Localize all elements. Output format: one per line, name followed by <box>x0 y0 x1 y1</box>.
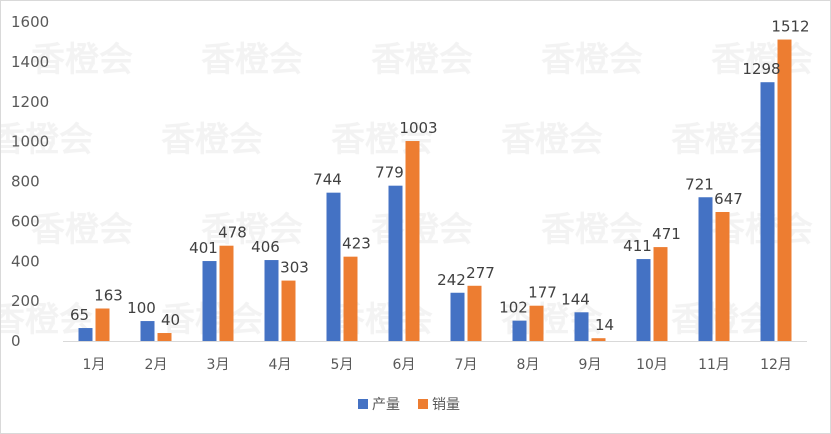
x-tick-label: 4月 <box>269 357 292 373</box>
bar-production <box>636 259 651 341</box>
bar-production <box>760 82 775 342</box>
watermark-mark: 香橙会 <box>371 40 473 80</box>
bar-sales <box>281 280 296 341</box>
data-label: 65 <box>70 306 89 324</box>
bar-sales <box>157 333 172 341</box>
data-label: 647 <box>714 190 743 208</box>
data-label: 478 <box>218 224 247 242</box>
data-label: 40 <box>161 311 180 329</box>
bar-production <box>512 320 527 341</box>
bar-sales <box>467 285 482 341</box>
data-label: 471 <box>652 225 681 243</box>
y-tick-label: 1000 <box>11 133 49 151</box>
data-label: 177 <box>528 284 557 302</box>
data-label: 744 <box>313 171 342 189</box>
watermark-mark: 香橙会 <box>671 120 773 160</box>
legend-label: 产量 <box>372 397 400 413</box>
data-label: 163 <box>94 287 123 305</box>
bar-sales <box>777 39 792 342</box>
x-tick-label: 8月 <box>517 357 540 373</box>
data-label: 277 <box>466 264 495 282</box>
data-label: 721 <box>685 175 714 193</box>
watermark-mark: 香橙会 <box>201 210 303 250</box>
y-tick-label: 1600 <box>11 13 49 31</box>
bar-production <box>574 312 589 341</box>
data-label: 144 <box>561 290 590 308</box>
bars <box>78 39 792 342</box>
x-tick-label: 11月 <box>698 357 730 373</box>
y-tick-label: 800 <box>11 173 40 191</box>
data-label: 406 <box>251 238 280 256</box>
bar-production <box>140 321 155 341</box>
legend-swatch <box>358 399 368 409</box>
bar-sales <box>343 256 358 341</box>
x-tick-label: 3月 <box>207 357 230 373</box>
watermark-mark: 香橙会 <box>371 210 473 250</box>
data-label: 242 <box>437 271 466 289</box>
data-label: 1003 <box>399 119 437 137</box>
watermark-mark: 香橙会 <box>31 210 133 250</box>
watermark-mark: 香橙会 <box>161 120 263 160</box>
bar-production <box>326 192 341 341</box>
y-axis: 0 200 400 600 800 1000 1200 1400 1600 <box>11 13 49 350</box>
data-label: 100 <box>127 299 156 317</box>
bar-production <box>264 260 279 341</box>
y-tick-label: 1400 <box>11 53 49 71</box>
y-tick-label: 0 <box>11 332 21 350</box>
bar-sales <box>591 338 606 341</box>
watermark-mark: 香橙会 <box>501 120 603 160</box>
bar-sales <box>405 141 420 341</box>
y-tick-label: 1200 <box>11 93 49 111</box>
watermark-mark: 香橙会 <box>541 210 643 250</box>
watermark-mark: 香橙会 <box>31 40 133 80</box>
watermark: 香橙会香橙会香橙会香橙会香橙会香橙会香橙会香橙会香橙会香橙会香橙会香橙会香橙会香… <box>1 40 813 340</box>
bar-sales <box>219 245 234 341</box>
bar-production <box>78 328 93 341</box>
data-label: 423 <box>342 235 371 253</box>
x-tick-label: 1月 <box>83 357 106 373</box>
bar-production <box>202 261 217 341</box>
bar-sales <box>95 308 110 341</box>
y-tick-label: 600 <box>11 212 40 230</box>
data-label: 1512 <box>771 18 809 36</box>
bar-production <box>698 197 713 341</box>
x-tick-label: 6月 <box>393 357 416 373</box>
data-label: 779 <box>375 164 404 182</box>
watermark-mark: 香橙会 <box>201 40 303 80</box>
y-tick-label: 400 <box>11 252 40 270</box>
x-tick-label: 5月 <box>331 357 354 373</box>
watermark-mark: 香橙会 <box>541 40 643 80</box>
bar-production <box>388 185 403 341</box>
x-tick-label: 10月 <box>636 357 668 373</box>
legend-swatch <box>418 399 428 409</box>
data-label: 411 <box>623 237 652 255</box>
x-tick-label: 2月 <box>145 357 168 373</box>
data-label: 401 <box>189 239 218 257</box>
x-tick-label: 12月 <box>760 357 792 373</box>
legend: 产量 销量 <box>358 397 460 413</box>
bar-sales <box>529 305 544 341</box>
data-label: 1298 <box>742 60 780 78</box>
watermark-mark: 香橙会 <box>1 300 93 340</box>
data-label: 303 <box>280 259 309 277</box>
x-axis: 1月 2月 3月 4月 5月 6月 7月 8月 9月 10月 11月 12月 <box>63 341 807 373</box>
bar-sales <box>715 212 730 341</box>
data-label: 102 <box>499 299 528 317</box>
x-tick-label: 9月 <box>579 357 602 373</box>
x-tick-label: 7月 <box>455 357 478 373</box>
bar-sales <box>653 247 668 341</box>
watermark-mark: 香橙会 <box>1 120 93 160</box>
bar-production <box>450 292 465 341</box>
y-tick-label: 200 <box>11 292 40 310</box>
data-label: 14 <box>595 316 614 334</box>
watermark-mark: 香橙会 <box>711 40 813 80</box>
legend-label: 销量 <box>432 397 460 413</box>
